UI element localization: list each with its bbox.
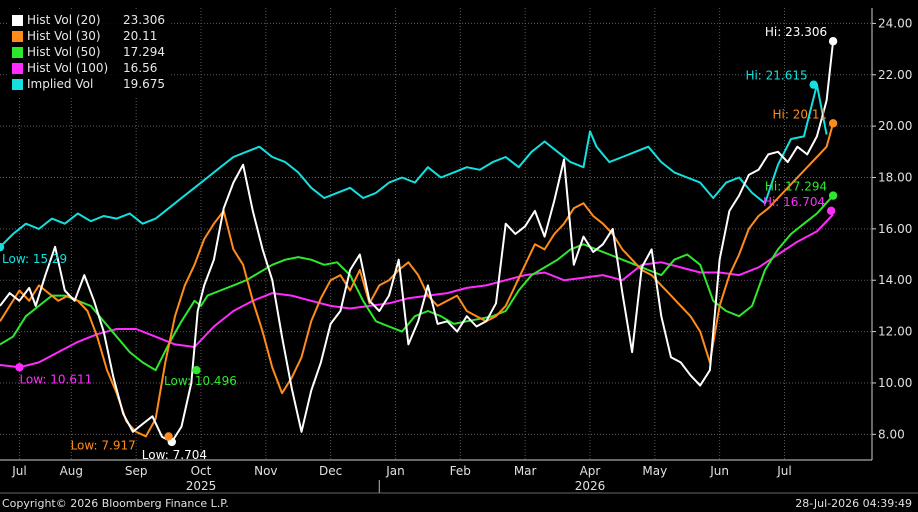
series-line — [0, 41, 835, 443]
timestamp-text: 28-Jul-2026 04:39:49 — [795, 497, 912, 510]
legend-value: 19.675 — [123, 77, 165, 91]
x-tick-label: Sep — [125, 464, 148, 478]
series-line — [0, 194, 834, 372]
legend-label: Hist Vol (20) — [27, 13, 101, 27]
y-tick-label: 22.00 — [878, 68, 912, 82]
legend: Hist Vol (20) 23.306 Hist Vol (30) 20.11… — [8, 10, 171, 96]
extreme-label: Hi: 16.704 — [763, 195, 825, 209]
axes: 8.00 10.00 12.00 14.00 16.00 18.00 20.00 22.00 2… — [0, 8, 918, 494]
x-tick-label: Jul — [776, 464, 791, 478]
legend-item: Implied Vol 19.675 — [12, 76, 165, 92]
extreme-label: Low: 7.917 — [71, 438, 136, 452]
extreme-label: Low: 7.704 — [142, 448, 207, 462]
legend-value: 23.306 — [123, 13, 165, 27]
x-tick-label: Mar — [514, 464, 537, 478]
x-tick-label: Apr — [580, 464, 601, 478]
legend-label: Hist Vol (30) — [27, 29, 101, 43]
x-tick-label: Aug — [60, 464, 83, 478]
year-label: 2025 — [186, 479, 217, 493]
x-tick-label: Jun — [709, 464, 729, 478]
extreme-marker — [828, 37, 838, 46]
x-tick-label: Jul — [11, 464, 26, 478]
extreme-label: Low: 10.611 — [19, 372, 92, 386]
series-line — [0, 213, 834, 369]
extreme-marker — [828, 119, 838, 128]
legend-swatch — [12, 78, 23, 90]
extreme-label: Hi: 20.11 — [773, 107, 828, 121]
legend-swatch — [12, 14, 23, 26]
series-line — [0, 83, 828, 248]
x-tick-label: Nov — [254, 464, 277, 478]
legend-label: Hist Vol (50) — [27, 45, 101, 59]
legend-swatch — [12, 30, 23, 42]
x-tick-label: Dec — [319, 464, 342, 478]
y-tick-label: 20.00 — [878, 119, 912, 133]
y-tick-label: 18.00 — [878, 171, 912, 185]
legend-item: Hist Vol (100) 16.56 — [12, 60, 165, 76]
legend-item: Hist Vol (30) 20.11 — [12, 28, 165, 44]
series-lines — [0, 41, 835, 443]
extreme-marker — [809, 80, 818, 89]
hi-low-labels: Hi: 23.306 Low: 7.704 Hi: 20.11 Low: 7.917 H… — [2, 25, 827, 462]
extreme-label: Hi: 23.306 — [765, 25, 827, 39]
extreme-marker — [15, 363, 24, 372]
y-tick-label: 12.00 — [878, 325, 912, 339]
legend-value: 17.294 — [123, 45, 165, 59]
legend-label: Implied Vol — [27, 77, 94, 91]
extreme-label: Low: 15.29 — [2, 252, 67, 266]
year-label: 2026 — [575, 479, 606, 493]
extreme-marker — [828, 191, 838, 200]
x-tick-label: Jan — [385, 464, 405, 478]
x-tick-label: Oct — [191, 464, 212, 478]
series-markers — [0, 37, 838, 447]
extreme-marker — [164, 432, 173, 441]
series-line — [0, 123, 835, 438]
extreme-label: Low: 10.496 — [164, 374, 237, 388]
legend-swatch — [12, 46, 23, 58]
extreme-marker — [826, 206, 836, 215]
x-tick-label: Feb — [450, 464, 471, 478]
extreme-label: Hi: 17.294 — [765, 180, 827, 194]
extreme-label: Hi: 21.615 — [745, 69, 807, 83]
x-tick-label: May — [642, 464, 667, 478]
y-tick-label: 16.00 — [878, 222, 912, 236]
legend-value: 20.11 — [123, 29, 158, 43]
extreme-marker — [0, 242, 5, 252]
legend-swatch — [12, 62, 23, 74]
y-tick-label: 10.00 — [878, 376, 912, 390]
legend-item: Hist Vol (20) 23.306 — [12, 12, 165, 28]
extreme-marker — [192, 366, 201, 375]
copyright-text: Copyright© 2026 Bloomberg Finance L.P. — [2, 497, 229, 510]
legend-label: Hist Vol (100) — [27, 61, 109, 75]
legend-value: 16.56 — [123, 61, 158, 75]
y-tick-label: 8.00 — [878, 427, 905, 441]
y-tick-label: 14.00 — [878, 273, 912, 287]
y-tick-label: 24.00 — [878, 16, 912, 30]
legend-item: Hist Vol (50) 17.294 — [12, 44, 165, 60]
